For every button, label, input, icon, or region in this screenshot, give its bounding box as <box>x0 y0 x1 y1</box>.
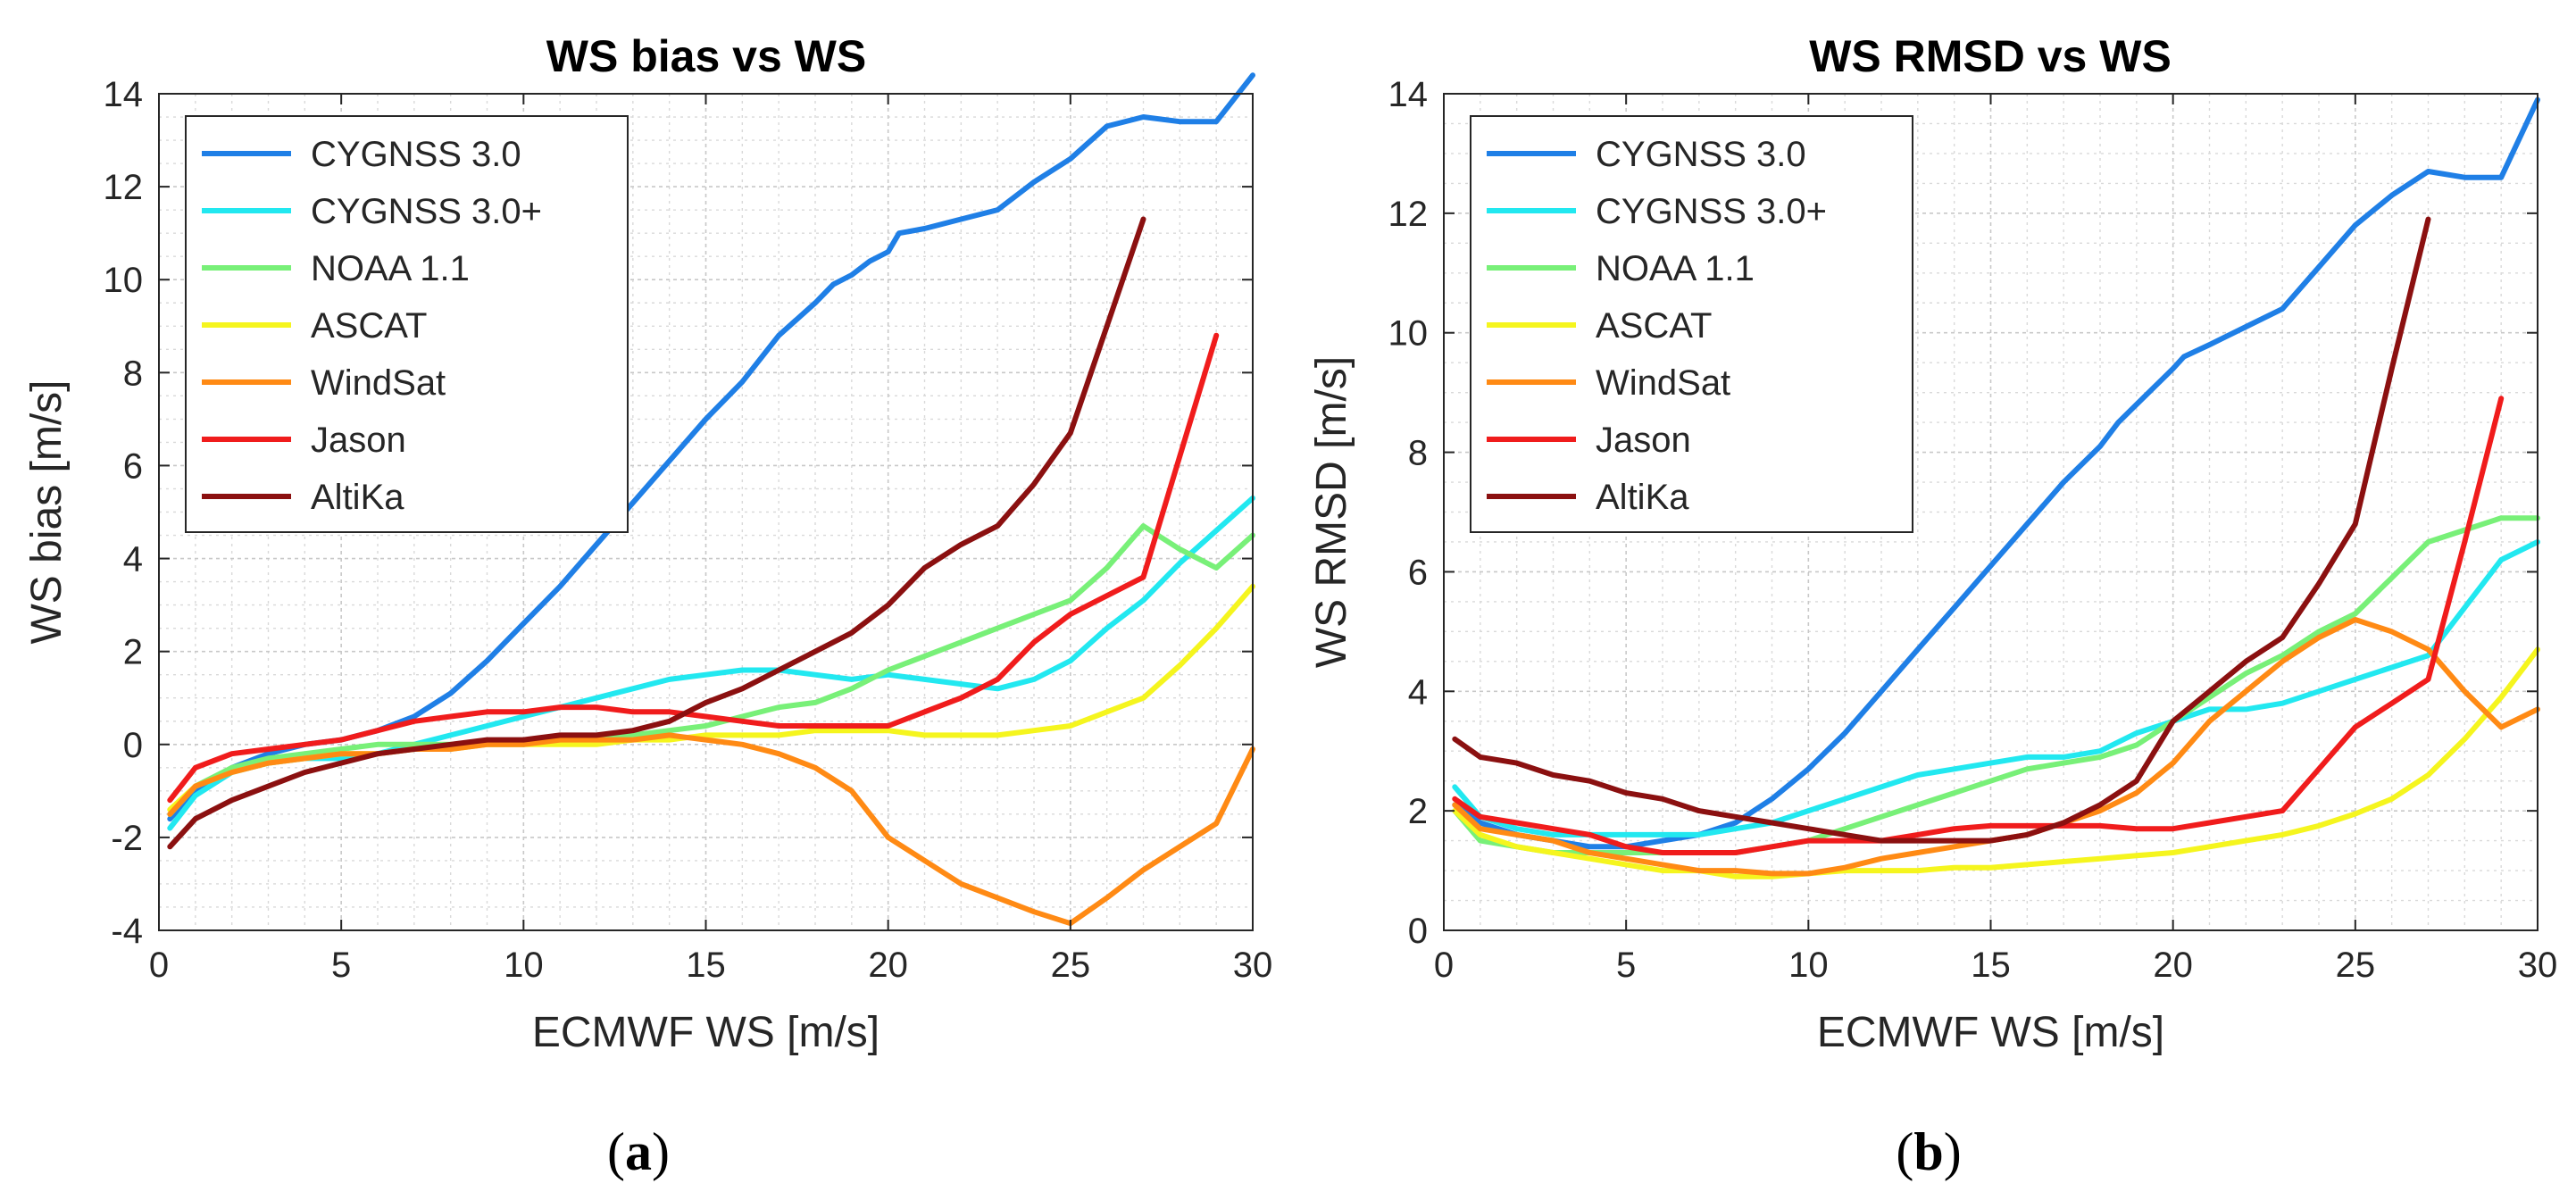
legend-entry: Jason <box>311 421 406 460</box>
legend-entry: WindSat <box>1596 363 1730 403</box>
y-tick-label: -2 <box>111 819 143 858</box>
legend-entry: AltiKa <box>1596 478 1689 517</box>
x-tick-label: 15 <box>1971 946 2011 985</box>
x-tick-label: 20 <box>868 946 908 985</box>
series-line-noaa-1-1 <box>167 523 1255 817</box>
y-tick-label: 12 <box>1388 195 1429 234</box>
y-tick-label: 6 <box>1408 553 1428 592</box>
legend-entry: WindSat <box>311 363 446 403</box>
x-tick-label: 25 <box>1051 946 1091 985</box>
legend: CYGNSS 3.0 CYGNSS 3.0+ NOAA 1.1 ASCAT WindSa… <box>1470 115 1913 533</box>
y-tick-label: 12 <box>104 168 144 207</box>
legend: CYGNSS 3.0 CYGNSS 3.0+ NOAA 1.1 ASCAT WindSa… <box>185 115 629 533</box>
y-tick-label: 4 <box>123 540 143 579</box>
legend-entry: ASCAT <box>311 306 427 346</box>
legend-entry: NOAA 1.1 <box>311 249 470 288</box>
x-tick-label: 30 <box>2518 946 2558 985</box>
series-line-cygnss-3-0- <box>1452 539 2540 838</box>
series-line-altika <box>167 216 1146 850</box>
y-tick-label: -4 <box>111 912 143 951</box>
series-line-ascat <box>1452 646 2540 879</box>
series-line-cygnss-3-0- <box>167 495 1255 831</box>
legend-entry: ASCAT <box>1596 306 1712 346</box>
x-tick-label: 0 <box>1434 946 1454 985</box>
chart-panel-2: 0 5 10 15 20 25 30 0 2 4 6 8 10 12 14 WS RMSD vs WS ECMW… <box>1308 31 2557 1181</box>
legend-entry: CYGNSS 3.0 <box>1596 135 1806 174</box>
legend-entry: CYGNSS 3.0+ <box>1596 192 1827 231</box>
x-tick-label: 5 <box>1616 946 1636 985</box>
y-tick-label: 8 <box>123 354 143 393</box>
x-tick-label: 15 <box>686 946 726 985</box>
x-tick-label: 10 <box>1788 946 1829 985</box>
series-line-jason <box>1452 396 2505 855</box>
y-tick-label: 10 <box>104 261 144 300</box>
y-tick-label: 2 <box>1408 792 1428 831</box>
legend-entry: CYGNSS 3.0 <box>311 135 521 174</box>
y-tick-label: 14 <box>1388 75 1429 114</box>
y-tick-label: 8 <box>1408 434 1428 473</box>
series-lines <box>167 72 1255 927</box>
y-tick-label: 14 <box>104 75 144 114</box>
x-axis-label: ECMWF WS [m/s] <box>1817 1009 2164 1056</box>
chart-title: WS bias vs WS <box>546 31 866 81</box>
x-tick-label: 20 <box>2153 946 2193 985</box>
series-line-cygnss-3-0 <box>1452 96 2540 850</box>
series-line-altika <box>1452 216 2431 844</box>
x-tick-label: 0 <box>149 946 169 985</box>
series-line-noaa-1-1 <box>1452 515 2540 855</box>
y-axis-label: WS bias [m/s] <box>23 379 71 644</box>
x-tick-label: 10 <box>504 946 544 985</box>
y-tick-label: 4 <box>1408 672 1428 712</box>
legend-entry: CYGNSS 3.0+ <box>311 192 542 231</box>
y-axis-label: WS RMSD [m/s] <box>1308 356 1355 668</box>
chart-panel-1: 0 5 10 15 20 25 30 -4 -2 0 2 4 6 8 10 12 14 WS bias vs WS… <box>23 31 1272 1181</box>
legend-entry: NOAA 1.1 <box>1596 249 1755 288</box>
legend-entry: AltiKa <box>311 478 404 517</box>
panel-label: (a) <box>607 1122 670 1181</box>
x-tick-label: 25 <box>2336 946 2376 985</box>
panel-label: (b) <box>1896 1122 1961 1181</box>
y-tick-label: 2 <box>123 633 143 672</box>
x-tick-label: 5 <box>331 946 351 985</box>
series-lines <box>1452 96 2540 879</box>
legend-entry: Jason <box>1596 421 1691 460</box>
y-tick-label: 0 <box>123 726 143 765</box>
y-tick-label: 10 <box>1388 314 1429 354</box>
y-tick-label: 6 <box>123 446 143 486</box>
x-tick-label: 30 <box>1233 946 1273 985</box>
y-tick-label: 0 <box>1408 912 1428 951</box>
x-axis-label: ECMWF WS [m/s] <box>532 1009 880 1056</box>
chart-title: WS RMSD vs WS <box>1809 31 2172 81</box>
